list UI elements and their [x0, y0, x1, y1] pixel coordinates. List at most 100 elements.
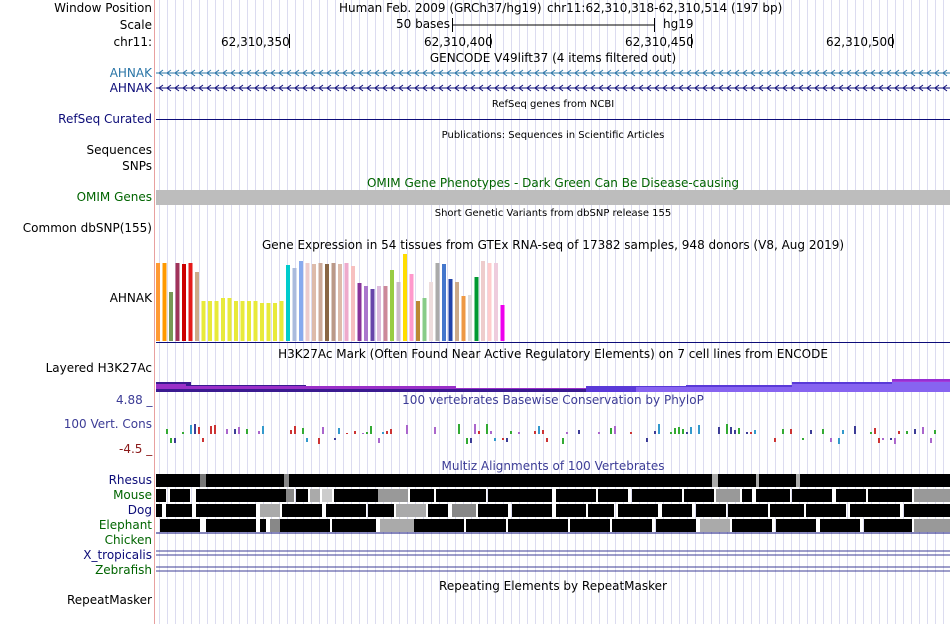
coord-label-4: 62,310,500 — [826, 35, 895, 49]
h3k27ac-track-title[interactable]: H3K27Ac Mark (Often Found Near Active Re… — [278, 347, 828, 361]
assembly-text: Human Feb. 2009 (GRCh37/hg19) — [339, 1, 542, 15]
scale-db-text: hg19 — [663, 17, 694, 31]
species-label-zebrafish[interactable]: Zebrafish — [95, 563, 152, 577]
publications-track-title[interactable]: Publications: Sequences in Scientific Ar… — [441, 130, 665, 141]
omim-track-label[interactable]: OMIM Genes — [76, 190, 152, 204]
gtex-tissue-bar — [435, 263, 440, 341]
scale-label: Scale — [119, 18, 152, 32]
gtex-tissue-bar — [325, 264, 329, 341]
gtex-tissue-bar — [221, 298, 225, 341]
position-text: chr11:62,310,318-62,310,514 (197 bp) — [547, 1, 783, 15]
gtex-track-label[interactable]: AHNAK — [109, 291, 152, 305]
gtex-tissue-bar — [305, 263, 310, 341]
gtex-tissue-bar — [461, 296, 466, 341]
phylop-track-label[interactable]: 100 Vert. Cons — [63, 417, 152, 431]
refseq-track-label[interactable]: RefSeq Curated — [58, 112, 152, 126]
gtex-tissue-bar — [227, 298, 232, 341]
omim-track-title[interactable]: OMIM Gene Phenotypes - Dark Green Can Be… — [366, 176, 740, 190]
dbsnp-track-title[interactable]: Short Genetic Variants from dbSNP releas… — [434, 208, 672, 219]
gtex-tissue-bar — [286, 265, 290, 341]
species-label-chicken[interactable]: Chicken — [104, 533, 152, 547]
gencode-transcript-2[interactable] — [156, 81, 950, 95]
gtex-tissue-bar — [377, 286, 381, 341]
gtex-tissue-bar — [195, 272, 199, 341]
window-position-label: Window Position — [54, 1, 152, 15]
gtex-tissue-bar — [344, 263, 349, 341]
h3k27ac-signal[interactable] — [156, 376, 950, 392]
phylop-track-title[interactable]: 100 vertebrates Basewise Conservation by… — [402, 393, 704, 407]
multiz-alignment-blocks[interactable] — [156, 473, 950, 578]
gtex-tissue-bar — [279, 301, 284, 341]
gtex-tissue-bar — [429, 282, 433, 341]
gtex-tissue-bar — [169, 292, 173, 341]
species-label-mouse[interactable]: Mouse — [113, 488, 152, 502]
gtex-tissue-bar — [214, 301, 219, 341]
gtex-tissue-bar — [494, 263, 498, 341]
gtex-track-title[interactable]: Gene Expression in 54 tissues from GTEx … — [261, 238, 845, 252]
publications-track-label[interactable]: Sequences — [86, 143, 152, 157]
gtex-tissue-bar — [247, 301, 251, 341]
coord-tick-4 — [892, 34, 893, 48]
species-label-rhesus[interactable]: Rhesus — [108, 473, 152, 487]
gtex-tissue-bar — [364, 286, 368, 341]
gencode-item-label-2[interactable]: AHNAK — [109, 81, 152, 95]
gtex-tissue-bar — [208, 301, 212, 341]
gtex-tissue-bar — [331, 263, 336, 341]
gtex-tissue-bar — [318, 263, 323, 341]
gtex-tissue-bar — [487, 263, 492, 341]
gtex-tissue-bar — [383, 286, 388, 341]
refseq-gene-line[interactable] — [156, 119, 950, 120]
scale-bar-text: 50 bases — [396, 17, 450, 31]
phylop-conservation-plot[interactable] — [156, 406, 950, 458]
coord-tick-1 — [289, 34, 290, 48]
gtex-tissue-bar — [162, 263, 167, 341]
snps-track-label[interactable]: SNPs — [122, 159, 152, 173]
gtex-tissue-bar — [474, 277, 479, 341]
scale-bar — [452, 18, 655, 32]
gtex-tissue-bar — [500, 305, 505, 341]
gtex-tissue-bar — [338, 264, 342, 341]
gtex-tissue-bar — [396, 282, 401, 341]
gtex-tissue-bar — [370, 289, 375, 341]
species-label-elephant[interactable]: Elephant — [98, 518, 152, 532]
coord-label-2: 62,310,400 — [424, 35, 493, 49]
gtex-tissue-bar — [266, 303, 271, 341]
species-label-dog[interactable]: Dog — [127, 503, 152, 517]
gtex-tissue-bar — [468, 295, 472, 341]
omim-phenotype-bar[interactable] — [156, 190, 950, 205]
gtex-tissue-bar — [448, 279, 453, 341]
gtex-tissue-bar — [299, 261, 303, 341]
dbsnp-track-label[interactable]: Common dbSNP(155) — [22, 221, 152, 235]
refseq-track-title[interactable]: RefSeq genes from NCBI — [491, 99, 615, 110]
gtex-expression-chart[interactable] — [156, 252, 950, 344]
gtex-tissue-bar — [240, 301, 245, 341]
gtex-tissue-bar — [188, 263, 193, 341]
repeatmasker-track-label[interactable]: RepeatMasker — [66, 593, 152, 607]
gtex-tissue-bar — [273, 303, 277, 341]
coord-tick-2 — [490, 34, 491, 48]
gencode-track-title[interactable]: GENCODE V49lift37 (4 items filtered out) — [429, 51, 677, 65]
gtex-tissue-bar — [175, 263, 180, 341]
chrom-label: chr11: — [113, 35, 152, 49]
gtex-tissue-bar — [253, 301, 258, 341]
gtex-tissue-bar — [390, 270, 394, 341]
gencode-item-label-1[interactable]: AHNAK — [109, 66, 152, 80]
gtex-tissue-bar — [234, 301, 238, 341]
gtex-tissue-bar — [292, 268, 297, 341]
species-label-x-tropicalis[interactable]: X_tropicalis — [83, 548, 152, 562]
gtex-tissue-bar — [403, 254, 407, 341]
coord-tick-3 — [691, 34, 692, 48]
gtex-tissue-bar — [312, 264, 316, 341]
left-label-divider — [154, 0, 155, 624]
gtex-tissue-bar — [409, 274, 414, 341]
gtex-tissue-bar — [357, 283, 362, 341]
h3k27ac-track-label[interactable]: Layered H3K27Ac — [45, 361, 152, 375]
multiz-track-title[interactable]: Multiz Alignments of 100 Vertebrates — [441, 459, 665, 473]
gtex-tissue-bar — [416, 301, 420, 341]
gtex-tissue-bar — [182, 264, 186, 341]
gtex-tissue-bar — [455, 282, 459, 341]
repeatmasker-track-title[interactable]: Repeating Elements by RepeatMasker — [439, 579, 667, 593]
gencode-transcript-1[interactable] — [156, 66, 950, 80]
gtex-tissue-bar — [422, 298, 427, 341]
